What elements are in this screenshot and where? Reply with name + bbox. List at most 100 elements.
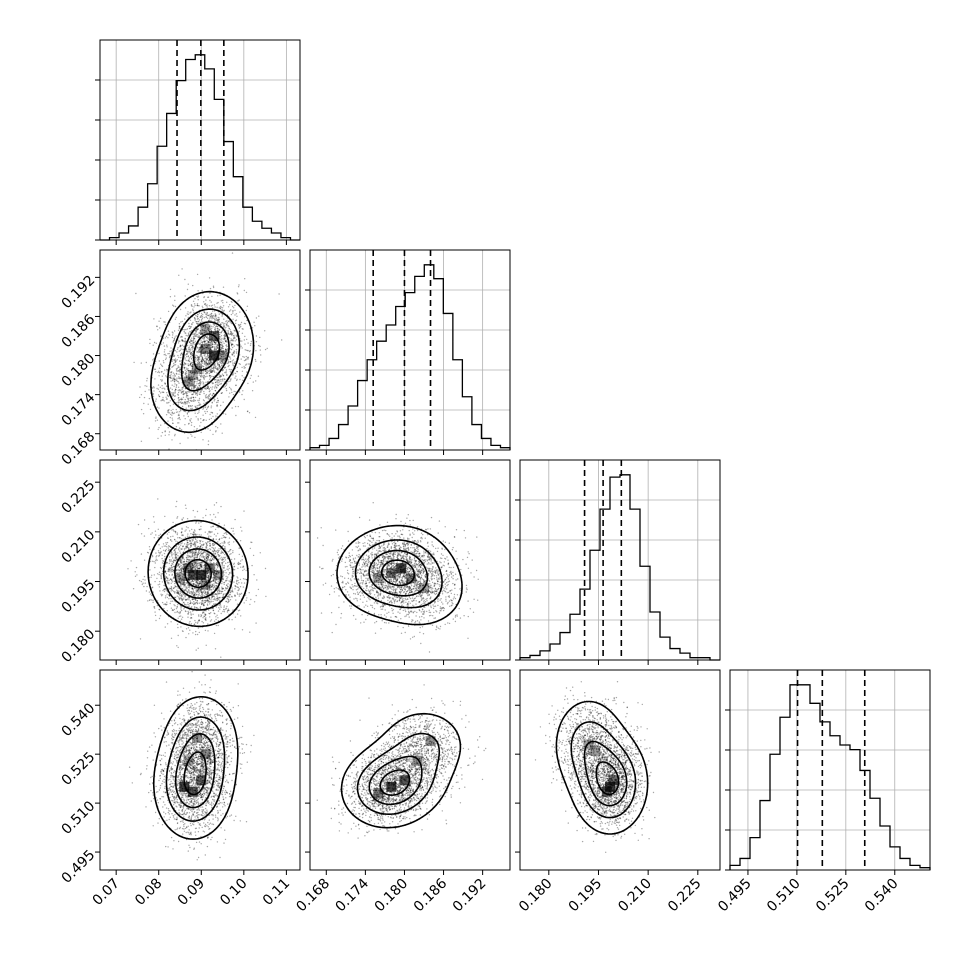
scatter-point [174, 295, 176, 297]
scatter-point [216, 346, 218, 348]
scatter-point [188, 597, 190, 599]
scatter-point [217, 564, 219, 566]
scatter-point [205, 304, 207, 307]
scatter-point [220, 382, 222, 385]
scatter-point [214, 516, 217, 518]
scatter-point [193, 370, 196, 372]
scatter-point [193, 595, 195, 597]
scatter-point [186, 353, 188, 356]
scatter-point [213, 544, 215, 546]
scatter-point [178, 566, 180, 569]
scatter-point [189, 383, 191, 385]
scatter-point [221, 352, 223, 354]
scatter-point [165, 595, 167, 597]
scatter-point [174, 550, 176, 553]
scatter-point [221, 542, 223, 544]
scatter-point [236, 603, 239, 605]
scatter-point [168, 594, 170, 596]
scatter-point [207, 533, 209, 535]
scatter-point [176, 379, 178, 381]
scatter-point [221, 582, 223, 585]
scatter-point [199, 343, 201, 345]
scatter-point [192, 300, 195, 302]
scatter-point [172, 535, 174, 537]
scatter-point [202, 594, 204, 596]
scatter-point [180, 548, 182, 550]
scatter-point [221, 545, 224, 547]
scatter-point [157, 537, 159, 539]
scatter-point [185, 371, 188, 373]
scatter-point [197, 295, 200, 297]
scatter-point [164, 626, 166, 628]
scatter-point [191, 345, 194, 347]
scatter-point [181, 344, 184, 346]
scatter-point [212, 580, 214, 582]
scatter-point [212, 538, 214, 540]
scatter-point [218, 329, 220, 331]
scatter-point [176, 611, 178, 613]
hist-panel-1 [305, 249, 511, 451]
scatter-point [164, 321, 166, 323]
scatter-point [195, 557, 197, 559]
scatter-point [236, 592, 238, 594]
scatter-point [193, 386, 196, 389]
scatter-point [188, 377, 190, 379]
scatter-point [202, 358, 204, 361]
scatter-point [209, 316, 211, 318]
scatter-point [178, 574, 180, 576]
scatter-point [165, 543, 168, 545]
scatter-point [191, 384, 193, 387]
scatter-point [205, 316, 208, 318]
scatter-point [221, 350, 223, 353]
scatter-point [228, 320, 230, 322]
scatter-point [215, 606, 218, 608]
scatter-point [226, 579, 228, 581]
scatter-point [166, 346, 168, 348]
scatter-point [210, 411, 212, 414]
scatter-point [188, 592, 190, 594]
scatter-point [178, 389, 180, 391]
scatter-point [221, 344, 223, 347]
scatter-point [206, 600, 208, 602]
scatter-point [189, 555, 191, 557]
scatter-point [237, 593, 239, 595]
scatter-point [211, 327, 213, 329]
scatter-point [173, 373, 176, 375]
scatter-point [164, 545, 167, 547]
scatter-point [191, 563, 194, 565]
scatter-point [190, 591, 192, 593]
scatter-point [200, 554, 202, 556]
scatter-point [174, 591, 176, 593]
scatter-point [220, 360, 222, 362]
scatter-point [201, 332, 204, 335]
scatter-point [246, 338, 248, 341]
scatter-point [144, 582, 146, 584]
scatter-point [184, 424, 186, 426]
scatter-point [222, 412, 225, 415]
scatter-point [210, 407, 212, 409]
scatter-point [185, 529, 187, 531]
scatter-point [153, 607, 156, 609]
scatter-point [172, 394, 175, 396]
scatter-point [172, 341, 174, 343]
scatter-point [226, 344, 228, 346]
scatter-point [207, 322, 209, 325]
scatter-point [202, 338, 204, 340]
scatter-point [190, 544, 192, 547]
scatter-point [171, 570, 173, 573]
scatter-point [186, 356, 188, 358]
scatter-point [189, 565, 192, 567]
scatter-point [218, 598, 220, 601]
scatter-point [186, 544, 188, 546]
scatter-point [192, 340, 195, 342]
scatter-point [226, 595, 229, 598]
scatter-point [202, 556, 204, 559]
scatter-point [215, 365, 217, 368]
contour-line [193, 333, 221, 371]
scatter-point [223, 566, 225, 568]
scatter-point [225, 344, 227, 347]
scatter-point [194, 333, 197, 335]
scatter-point [127, 568, 129, 570]
scatter-point [196, 555, 199, 557]
scatter-point [205, 599, 208, 602]
